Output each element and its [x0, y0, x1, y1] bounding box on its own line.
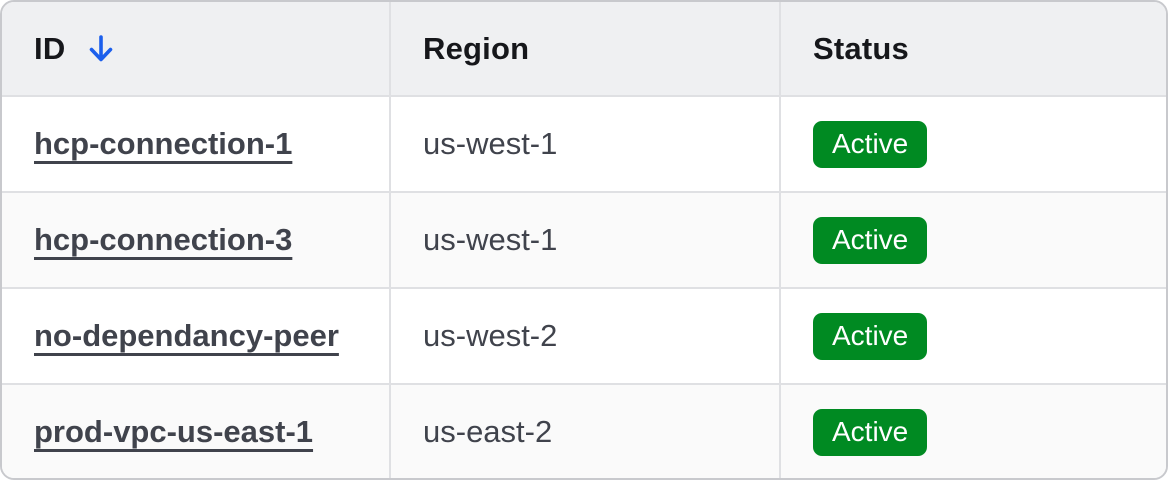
table-header-row: ID Region Status: [2, 2, 1166, 97]
id-cell: no-dependancy-peer: [2, 289, 391, 383]
table-row: hcp-connection-3 us-west-1 Active: [2, 191, 1166, 287]
region-cell: us-west-1: [391, 97, 781, 191]
status-cell: Active: [781, 289, 1166, 383]
column-header-region-label: Region: [423, 30, 530, 66]
status-badge: Active: [813, 120, 928, 168]
id-cell: hcp-connection-3: [2, 193, 391, 287]
region-value: us-west-2: [423, 318, 558, 353]
status-cell: Active: [781, 97, 1166, 191]
arrow-down-icon: [85, 32, 117, 66]
status-badge: Active: [813, 216, 928, 264]
status-badge: Active: [813, 312, 928, 360]
region-cell: us-west-1: [391, 193, 781, 287]
region-value: us-east-2: [423, 414, 553, 449]
column-header-id-label: ID: [34, 30, 66, 66]
connection-link[interactable]: hcp-connection-3: [34, 222, 293, 257]
column-header-id[interactable]: ID: [2, 2, 391, 95]
status-cell: Active: [781, 193, 1166, 287]
connection-link[interactable]: prod-vpc-us-east-1: [34, 414, 314, 449]
connection-link[interactable]: hcp-connection-1: [34, 126, 293, 161]
column-header-status[interactable]: Status: [781, 2, 1166, 95]
region-cell: us-east-2: [391, 385, 781, 478]
id-cell: hcp-connection-1: [2, 97, 391, 191]
region-value: us-west-1: [423, 126, 558, 161]
column-header-region[interactable]: Region: [391, 2, 781, 95]
status-cell: Active: [781, 385, 1166, 478]
region-cell: us-west-2: [391, 289, 781, 383]
id-cell: prod-vpc-us-east-1: [2, 385, 391, 478]
table-row: no-dependancy-peer us-west-2 Active: [2, 287, 1166, 383]
region-value: us-west-1: [423, 222, 558, 257]
table-row: prod-vpc-us-east-1 us-east-2 Active: [2, 383, 1166, 478]
connection-link[interactable]: no-dependancy-peer: [34, 318, 339, 353]
column-header-status-label: Status: [813, 30, 909, 66]
status-badge: Active: [813, 408, 928, 456]
table-row: hcp-connection-1 us-west-1 Active: [2, 97, 1166, 191]
